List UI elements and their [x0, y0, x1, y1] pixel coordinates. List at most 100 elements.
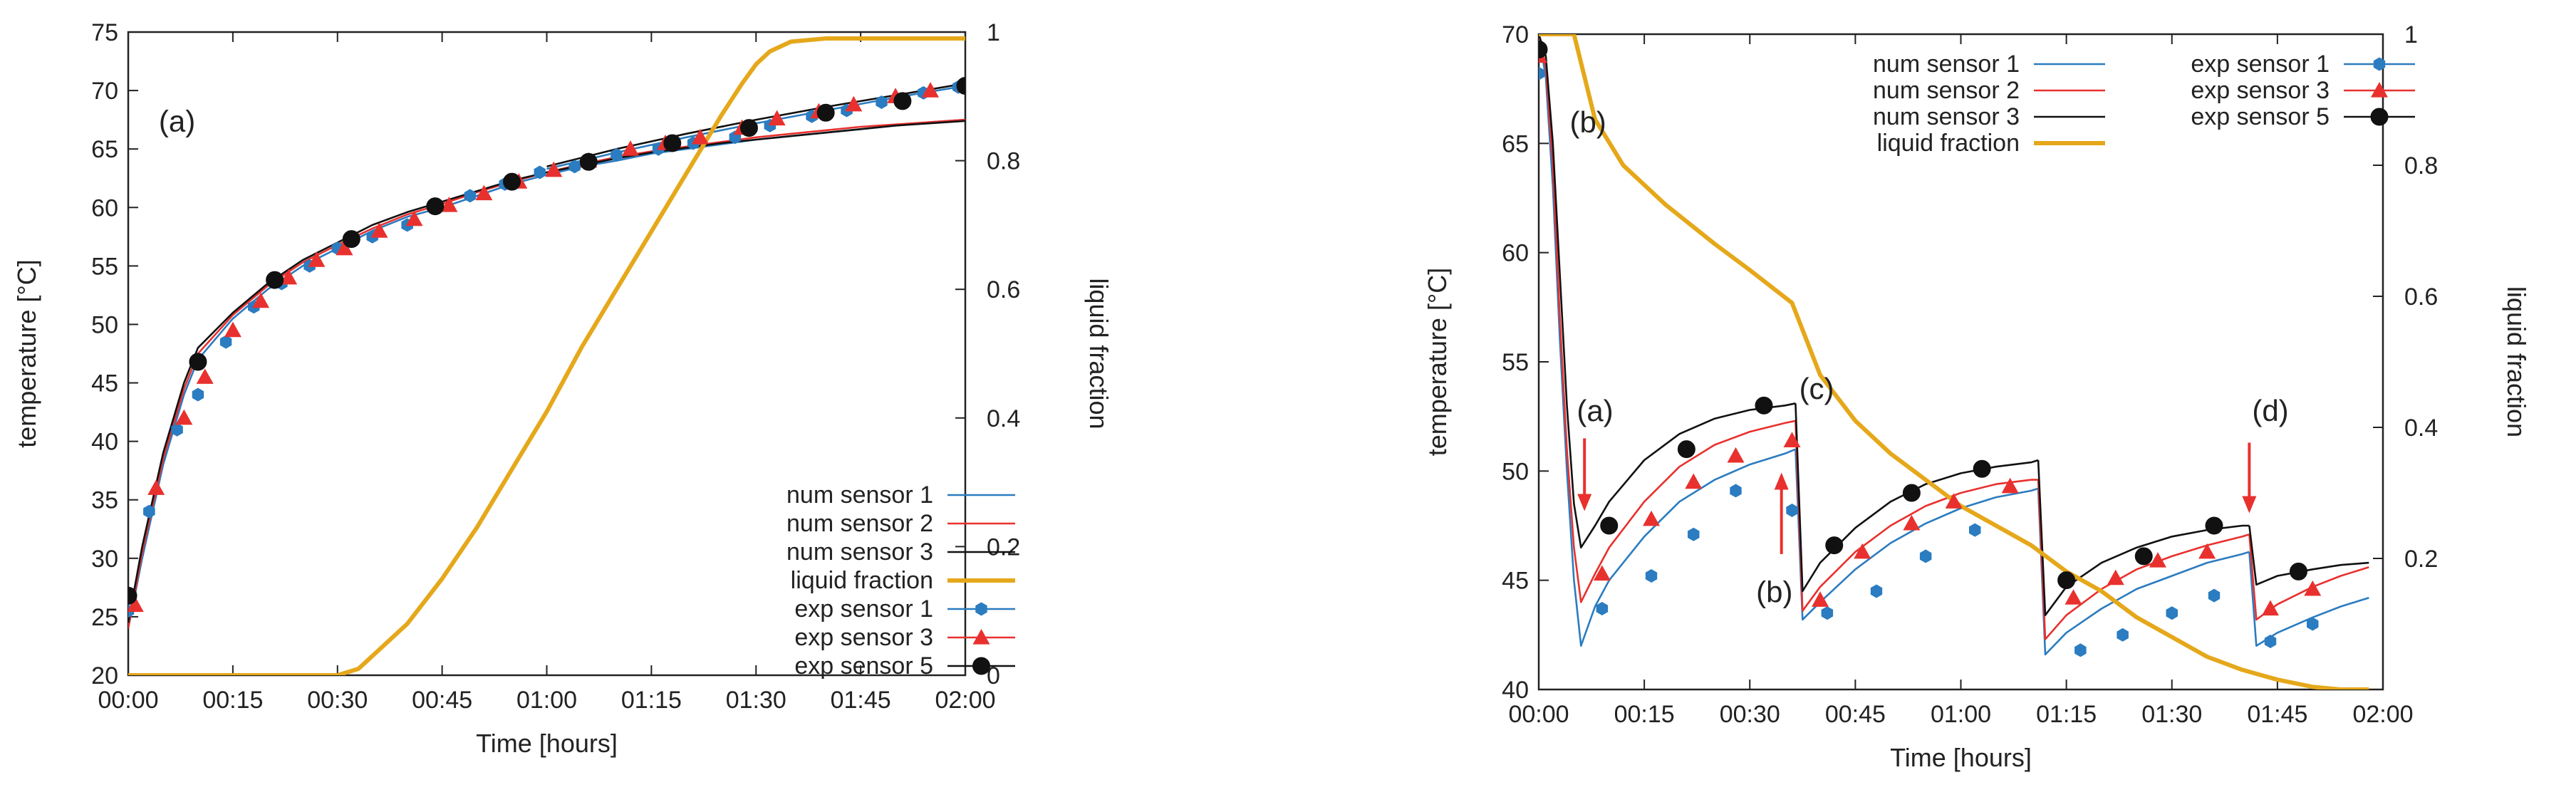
data-point-exp-sensor-3 [2262, 600, 2279, 616]
y-tick-label: 65 [1502, 130, 1529, 157]
x-tick-label: 01:45 [831, 687, 891, 714]
x-tick-label: 01:00 [516, 687, 577, 714]
y-tick-label: 20 [91, 662, 118, 689]
data-point-exp-sensor-1 [219, 335, 232, 349]
y2-tick-label: 0.2 [2404, 546, 2438, 573]
y-tick-label: 30 [91, 546, 118, 573]
y-axis-label: temperature [°C] [1423, 268, 1452, 457]
series-line-num-sensor-2 [2248, 534, 2369, 621]
data-point-exp-sensor-3 [405, 210, 423, 227]
data-point-exp-sensor-3 [1854, 543, 1871, 559]
x-tick-label: 01:45 [2247, 701, 2307, 728]
data-point-exp-sensor-5 [1825, 536, 1844, 555]
data-point-exp-sensor-3 [2198, 543, 2216, 559]
data-point-exp-sensor-3 [128, 596, 144, 613]
series-line-num-sensor-1 [1539, 34, 1796, 647]
data-point-exp-sensor-3 [1685, 473, 1703, 489]
legend-label: exp sensor 1 [794, 595, 933, 623]
y-tick-label: 35 [91, 487, 118, 514]
legend-marker [2370, 108, 2389, 126]
y-tick-label: 45 [91, 370, 118, 397]
legend-label: liquid fraction [791, 567, 933, 594]
data-point-exp-sensor-5 [1902, 484, 1921, 502]
data-point-exp-sensor-1 [1596, 602, 1609, 615]
y-tick-label: 60 [1502, 240, 1529, 267]
x-tick-label: 00:00 [1508, 701, 1569, 728]
y-tick-label: 45 [1502, 568, 1529, 595]
data-point-exp-sensor-5 [579, 152, 598, 171]
legend-label: exp sensor 5 [2191, 103, 2330, 130]
x-tick-label: 01:30 [2141, 701, 2202, 728]
y2-tick-label: 1 [987, 19, 1000, 46]
data-point-exp-sensor-3 [440, 196, 458, 212]
series-line-num-sensor-2 [1539, 34, 1796, 603]
y-tick-label: 25 [91, 604, 118, 631]
data-point-exp-sensor-3 [2065, 589, 2082, 605]
data-point-exp-sensor-3 [308, 251, 326, 267]
data-point-exp-sensor-3 [1903, 514, 1921, 531]
data-point-exp-sensor-5 [2134, 547, 2153, 566]
panel-annotation: (d) [2252, 394, 2288, 427]
data-point-exp-sensor-3 [2001, 477, 2019, 494]
series-line-liquid-fraction [128, 36, 965, 675]
y2-tick-label: 0.4 [987, 405, 1020, 432]
series-line-num-sensor-3 [1539, 34, 1796, 548]
x-tick-label: 01:00 [1931, 701, 1991, 728]
data-point-exp-sensor-1 [2166, 606, 2178, 620]
data-point-exp-sensor-5 [1973, 459, 1991, 478]
x-axis-label: Time [hours] [1890, 743, 2032, 772]
annotation-arrowhead [1774, 472, 1789, 490]
panel-annotation: (a) [1577, 394, 1613, 427]
series-line-num-sensor-3 [2037, 459, 2250, 616]
panel-annotation: (c) [1799, 372, 1834, 405]
data-point-exp-sensor-3 [175, 409, 193, 425]
chart-panel-a: 00:00 00:15 00:30 00:45 01:00 01:15 01:30 01:45… [12, 19, 1113, 758]
data-point-exp-sensor-5 [342, 230, 360, 249]
legend-marker [972, 657, 990, 675]
x-tick-label: 01:15 [2036, 701, 2097, 728]
data-point-exp-sensor-5 [503, 172, 521, 191]
data-point-exp-sensor-3 [1593, 565, 1611, 581]
chart-panel-b: 00:00 00:15 00:30 00:45 01:00 01:15 01:30 01:45… [1423, 21, 2531, 772]
data-point-exp-sensor-3 [224, 321, 242, 338]
legend-marker [2373, 57, 2386, 71]
data-point-exp-sensor-3 [1783, 432, 1801, 447]
data-point-exp-sensor-3 [845, 95, 863, 112]
y-tick-label: 75 [91, 19, 118, 46]
data-point-exp-sensor-1 [611, 147, 623, 162]
y-tick-label: 60 [91, 194, 118, 222]
data-point-exp-sensor-3 [2107, 569, 2124, 585]
series-line-num-sensor-1 [1795, 449, 2039, 621]
data-point-exp-sensor-3 [545, 161, 563, 177]
data-point-exp-sensor-3 [2149, 552, 2166, 568]
x-tick-label: 00:15 [202, 687, 263, 714]
y2-axis-label: liquid fraction [1084, 278, 1113, 429]
y-tick-label: 55 [91, 253, 118, 280]
x-tick-label: 02:00 [935, 687, 995, 714]
legend-label: exp sensor 3 [2191, 77, 2330, 104]
data-point-exp-sensor-1 [1786, 504, 1798, 517]
x-tick-label: 00:45 [412, 687, 472, 714]
y-axis-label: temperature [°C] [12, 259, 41, 448]
data-point-exp-sensor-1 [1919, 549, 1932, 563]
panel-annotation: (b) [1569, 105, 1606, 139]
series-line-num-sensor-2 [1795, 420, 2039, 612]
x-axis-label: Time [hours] [476, 729, 618, 758]
y-tick-label: 40 [91, 429, 118, 456]
data-point-exp-sensor-5 [266, 271, 284, 289]
x-tick-label: 00:15 [1614, 701, 1675, 728]
y-tick-label: 65 [91, 136, 118, 163]
legend-label: exp sensor 1 [2191, 51, 2330, 78]
data-point-exp-sensor-1 [568, 160, 581, 174]
data-point-exp-sensor-3 [280, 269, 298, 285]
legend-label: num sensor 1 [1873, 51, 2020, 78]
data-point-exp-sensor-5 [1600, 516, 1619, 535]
data-point-exp-sensor-5 [2290, 562, 2307, 581]
legend-label: num sensor 1 [786, 482, 933, 509]
data-point-exp-sensor-5 [1755, 396, 1773, 415]
x-tick-label: 00:00 [98, 687, 158, 714]
panel-annotation: (a) [159, 105, 195, 138]
y-tick-label: 55 [1502, 349, 1529, 376]
y-tick-label: 70 [1502, 21, 1529, 48]
